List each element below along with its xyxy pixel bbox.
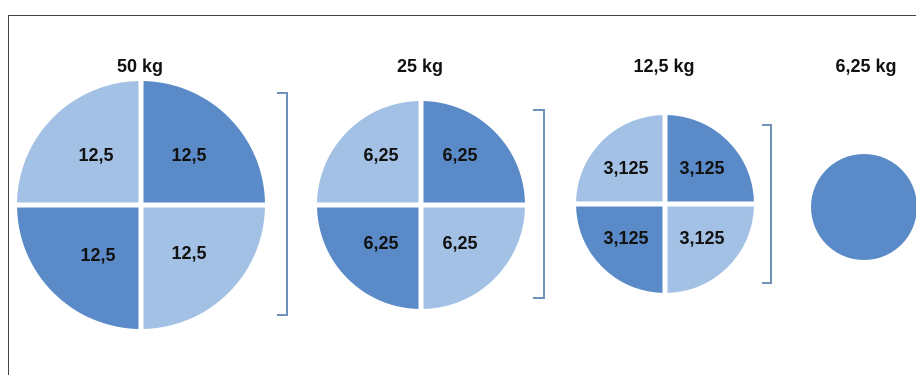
halving-diagram: 50 kg 12,5 12,5 12,5 12,5 25 kg 6,25 6,2… [17,56,916,329]
stage-3-bracket [762,124,772,284]
stage-1-title: 50 kg [117,56,163,76]
stage-3-label-top-left: 3,125 [603,158,648,178]
stage-3-label-bottom-left: 3,125 [603,228,648,248]
stage-2-circle [317,101,525,309]
stage-2-title: 25 kg [397,56,443,76]
stage-1-bracket [277,92,288,316]
stage-2-label-bottom-left: 6,25 [363,233,398,253]
stage-2-label-top-left: 6,25 [363,145,398,165]
stage-2-quarter-top-right [421,101,525,205]
stage-3-quarter-top-left [576,115,665,204]
stage-4-circle [811,154,916,260]
stage-1-label-top-right: 12,5 [171,145,206,165]
stage-1-label-top-left: 12,5 [78,145,113,165]
stage-1-circle [17,81,265,329]
stage-2-quarter-bottom-right [421,205,525,309]
stage-4-title: 6,25 kg [835,56,896,76]
stage-3-label-bottom-right: 3,125 [679,228,724,248]
stage-2-quarter-top-left [317,101,421,205]
stage-2-label-bottom-right: 6,25 [442,233,477,253]
stage-1-label-bottom-left: 12,5 [80,245,115,265]
stage-2-label-top-right: 6,25 [442,145,477,165]
stage-3-quarter-bottom-left [576,204,665,293]
stage-1-quarter-bottom-right [141,205,265,329]
diagram-frame [8,15,916,375]
stage-2-quarter-bottom-left [317,205,421,309]
stage-3-label-top-right: 3,125 [679,158,724,178]
stage-1-quarter-bottom-left [17,205,141,329]
stage-3-quarter-bottom-right [665,204,754,293]
stage-3-title: 12,5 kg [633,56,694,76]
stage-1-label-bottom-right: 12,5 [171,243,206,263]
stage-2-bracket [533,109,545,299]
stage-1-quarter-top-left [17,81,141,205]
stage-3-quarter-top-right [665,115,754,204]
stage-3-circle [576,115,754,293]
stage-1-quarter-top-right [141,81,265,205]
